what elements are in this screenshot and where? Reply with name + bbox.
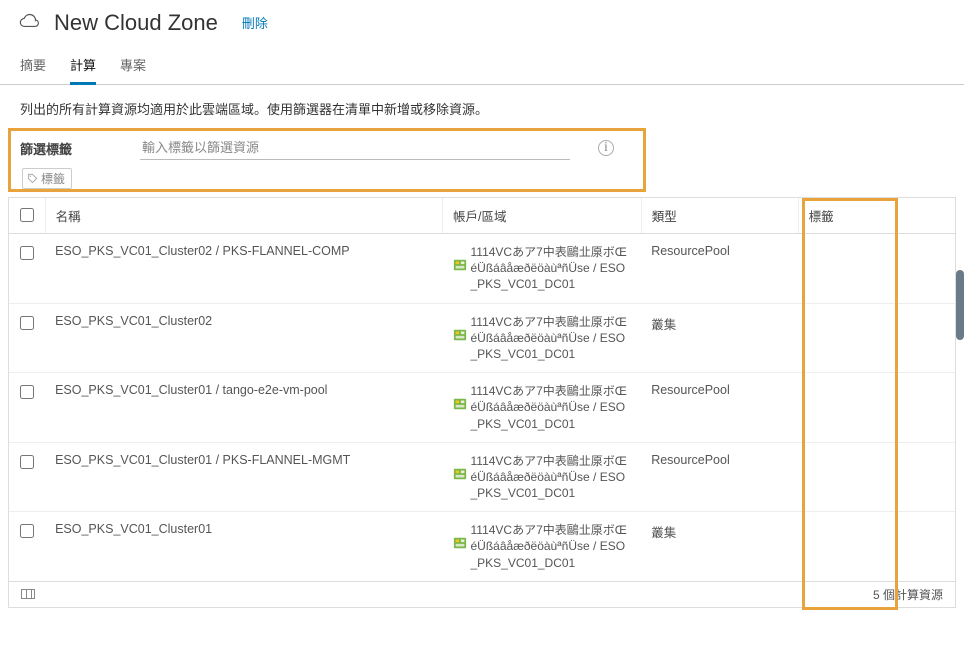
tag-chip-label: 標籤 bbox=[41, 170, 65, 187]
cell-tags bbox=[798, 442, 955, 512]
row-count-label: 5 個計算資源 bbox=[873, 586, 943, 603]
cell-tags bbox=[798, 512, 955, 581]
header-name[interactable]: 名稱 bbox=[45, 198, 442, 234]
tab-bar: 摘要 計算 專案 bbox=[0, 47, 964, 85]
cell-tags bbox=[798, 373, 955, 443]
table-footer: 5 個計算資源 bbox=[9, 581, 955, 607]
tag-icon bbox=[27, 173, 38, 184]
columns-toggle-icon[interactable] bbox=[21, 589, 35, 599]
table-row: ESO_PKS_VC01_Cluster01 / tango-e2e-vm-po… bbox=[9, 373, 955, 443]
header-account[interactable]: 帳戶/區域 bbox=[443, 198, 642, 234]
cell-name: ESO_PKS_VC01_Cluster01 bbox=[45, 512, 442, 581]
tab-project[interactable]: 專案 bbox=[120, 47, 146, 84]
header-type[interactable]: 類型 bbox=[641, 198, 798, 234]
row-checkbox[interactable] bbox=[20, 455, 34, 469]
info-icon[interactable]: i bbox=[598, 140, 614, 156]
account-text: 1114VCあア7中表鷗㐀厡ボŒéÜßáâåæðëöàùªñÜse / ESO_… bbox=[471, 522, 632, 571]
datacenter-icon bbox=[453, 536, 467, 553]
scrollbar-thumb[interactable] bbox=[956, 270, 964, 340]
header-tags[interactable]: 標籤 bbox=[798, 198, 955, 234]
select-all-checkbox[interactable] bbox=[20, 208, 34, 222]
account-text: 1114VCあア7中表鷗㐀厡ボŒéÜßáâåæðëöàùªñÜse / ESO_… bbox=[471, 453, 632, 502]
cell-type: ResourcePool bbox=[641, 442, 798, 512]
cell-name: ESO_PKS_VC01_Cluster01 / PKS-FLANNEL-MGM… bbox=[45, 442, 442, 512]
page-title: New Cloud Zone bbox=[54, 10, 218, 36]
cell-tags bbox=[798, 303, 955, 373]
cloud-zone-icon bbox=[16, 8, 42, 37]
filter-label: 篩選標籤 bbox=[20, 139, 120, 158]
datacenter-icon bbox=[453, 397, 467, 414]
row-checkbox[interactable] bbox=[20, 316, 34, 330]
filter-input-wrap bbox=[140, 136, 570, 160]
cell-type: 叢集 bbox=[641, 512, 798, 581]
delete-link[interactable]: 刪除 bbox=[242, 13, 268, 32]
table-header-row: 名稱 帳戶/區域 類型 標籤 bbox=[9, 198, 955, 234]
page-header: New Cloud Zone 刪除 bbox=[0, 0, 964, 41]
cell-account: 1114VCあア7中表鷗㐀厡ボŒéÜßáâåæðëöàùªñÜse / ESO_… bbox=[443, 442, 642, 512]
tag-chip[interactable]: 標籤 bbox=[22, 168, 72, 189]
cell-name: ESO_PKS_VC01_Cluster02 bbox=[45, 303, 442, 373]
row-checkbox[interactable] bbox=[20, 385, 34, 399]
cell-name: ESO_PKS_VC01_Cluster02 / PKS-FLANNEL-COM… bbox=[45, 234, 442, 304]
datacenter-icon bbox=[453, 328, 467, 345]
tab-summary[interactable]: 摘要 bbox=[20, 47, 46, 84]
cell-account: 1114VCあア7中表鷗㐀厡ボŒéÜßáâåæðëöàùªñÜse / ESO_… bbox=[443, 234, 642, 304]
account-text: 1114VCあア7中表鷗㐀厡ボŒéÜßáâåæðëöàùªñÜse / ESO_… bbox=[471, 314, 632, 363]
cell-tags bbox=[798, 234, 955, 304]
description-text: 列出的所有計算資源均適用於此雲端區域。使用篩選器在清單中新增或移除資源。 bbox=[0, 85, 964, 128]
datacenter-icon bbox=[453, 258, 467, 275]
table-row: ESO_PKS_VC01_Cluster01 / PKS-FLANNEL-MGM… bbox=[9, 442, 955, 512]
cell-account: 1114VCあア7中表鷗㐀厡ボŒéÜßáâåæðëöàùªñÜse / ESO_… bbox=[443, 373, 642, 443]
table-row: ESO_PKS_VC01_Cluster02 / PKS-FLANNEL-COM… bbox=[9, 234, 955, 304]
filter-input[interactable] bbox=[140, 136, 570, 159]
row-checkbox[interactable] bbox=[20, 524, 34, 538]
cell-account: 1114VCあア7中表鷗㐀厡ボŒéÜßáâåæðëöàùªñÜse / ESO_… bbox=[443, 512, 642, 581]
cell-type: ResourcePool bbox=[641, 373, 798, 443]
cell-account: 1114VCあア7中表鷗㐀厡ボŒéÜßáâåæðëöàùªñÜse / ESO_… bbox=[443, 303, 642, 373]
table-row: ESO_PKS_VC01_Cluster02 1114VCあア7中表鷗㐀厡ボŒéÜ… bbox=[9, 303, 955, 373]
header-checkbox-cell bbox=[9, 198, 45, 234]
cell-type: ResourcePool bbox=[641, 234, 798, 304]
account-text: 1114VCあア7中表鷗㐀厡ボŒéÜßáâåæðëöàùªñÜse / ESO_… bbox=[471, 244, 632, 293]
filter-section: 篩選標籤 i 標籤 bbox=[8, 128, 956, 191]
row-checkbox[interactable] bbox=[20, 246, 34, 260]
datacenter-icon bbox=[453, 467, 467, 484]
compute-table: 名稱 帳戶/區域 類型 標籤 ESO_PKS_VC01_Cluster02 / … bbox=[8, 197, 956, 608]
cell-name: ESO_PKS_VC01_Cluster01 / tango-e2e-vm-po… bbox=[45, 373, 442, 443]
account-text: 1114VCあア7中表鷗㐀厡ボŒéÜßáâåæðëöàùªñÜse / ESO_… bbox=[471, 383, 632, 432]
cell-type: 叢集 bbox=[641, 303, 798, 373]
table-row: ESO_PKS_VC01_Cluster01 1114VCあア7中表鷗㐀厡ボŒéÜ… bbox=[9, 512, 955, 581]
tab-compute[interactable]: 計算 bbox=[70, 47, 96, 84]
